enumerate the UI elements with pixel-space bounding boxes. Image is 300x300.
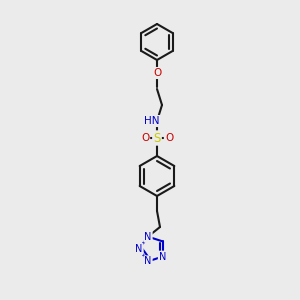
Text: O: O bbox=[165, 133, 173, 143]
Text: N: N bbox=[144, 232, 152, 242]
Text: HN: HN bbox=[144, 116, 160, 126]
Text: O: O bbox=[141, 133, 149, 143]
Text: O: O bbox=[153, 68, 161, 78]
Text: N: N bbox=[144, 256, 152, 266]
Text: S: S bbox=[153, 131, 161, 145]
Text: N: N bbox=[159, 252, 166, 262]
Text: N: N bbox=[135, 244, 143, 254]
